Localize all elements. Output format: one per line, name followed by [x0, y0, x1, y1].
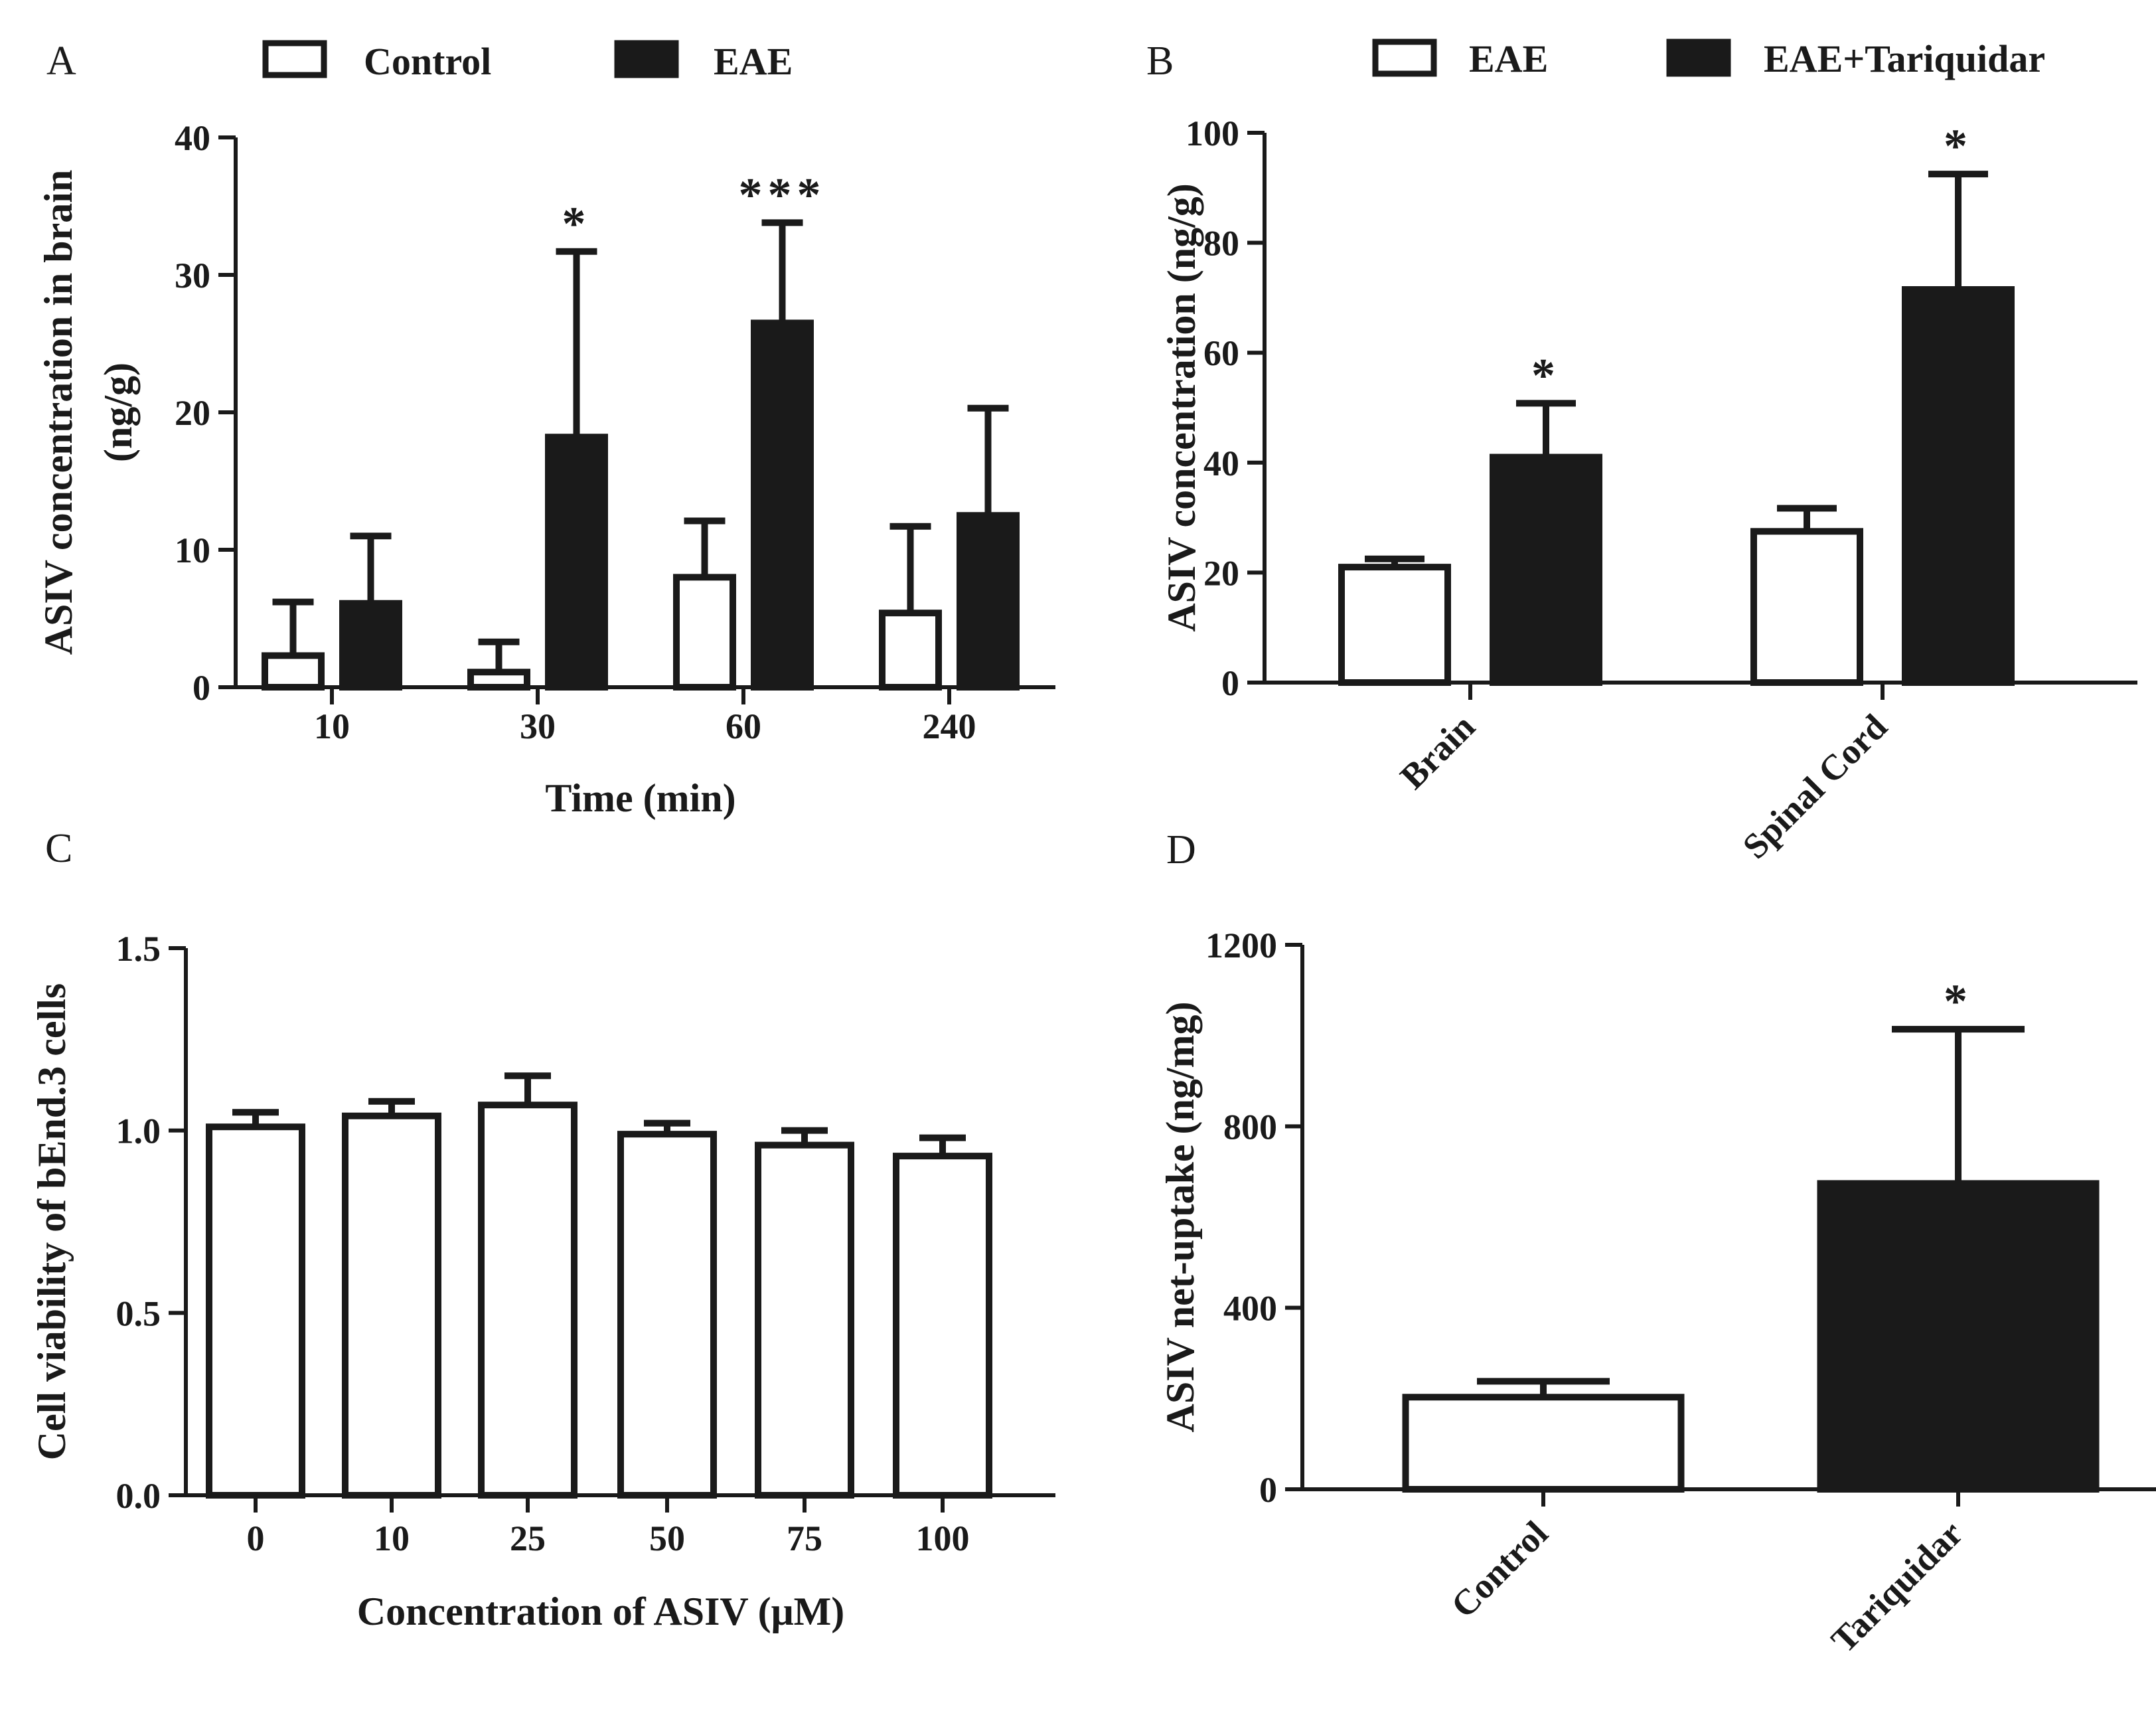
panel-a: A Control EAE 0 10 20 30 40 ASIV concentration i…	[37, 39, 1055, 820]
y-tick-label: 0	[1221, 663, 1239, 703]
bar	[879, 610, 942, 691]
significance-marker: ***	[739, 168, 826, 221]
bar	[262, 652, 325, 691]
bar	[1902, 286, 2015, 687]
bar	[206, 1123, 305, 1499]
bar	[1817, 1180, 2100, 1493]
y-tick-label: 0.5	[116, 1293, 161, 1333]
y-axis-title: ASIV concentration in brain	[37, 170, 80, 655]
y-tick-label: 400	[1223, 1289, 1277, 1329]
legend-swatch	[262, 40, 327, 78]
bar	[545, 434, 608, 691]
legend-swatch	[1372, 39, 1437, 77]
x-tick-label: 10	[314, 706, 350, 746]
y-tick-label: 0	[1259, 1470, 1277, 1510]
y-tick-label: 0	[193, 668, 210, 708]
y-tick-label: 1.5	[116, 929, 161, 969]
x-axis-title: Concentration of ASIV (μM)	[357, 1590, 845, 1633]
legend-label: Control	[364, 40, 491, 83]
bar	[673, 574, 736, 691]
x-tick-label: 25	[510, 1518, 546, 1558]
significance-marker: *	[562, 197, 591, 250]
bar	[755, 1141, 854, 1499]
y-tick-label: 20	[175, 393, 210, 433]
panel-letter: A	[46, 39, 76, 84]
bar	[1338, 564, 1451, 686]
bar	[339, 600, 402, 691]
bar	[1402, 1394, 1685, 1493]
x-tick-label: 100	[916, 1518, 970, 1558]
y-tick-label: 0.0	[116, 1476, 161, 1516]
y-axis-title: ASIV concentration (ng/g)	[1160, 183, 1203, 632]
significance-marker: *	[1944, 120, 1973, 173]
panel-letter: D	[1166, 827, 1196, 872]
bar	[1490, 453, 1602, 687]
y-tick-label: 100	[1186, 114, 1239, 153]
x-tick-label: 10	[374, 1518, 410, 1558]
y-tick-label: 60	[1203, 333, 1239, 373]
y-tick-label: 1.0	[116, 1111, 161, 1151]
y-axis-title: (ng/g)	[96, 363, 140, 462]
panel-letter: B	[1146, 39, 1174, 84]
y-tick-label: 800	[1223, 1107, 1277, 1147]
legend-swatch	[1666, 39, 1731, 77]
x-tick-label: 0	[247, 1518, 265, 1558]
x-tick-label: 30	[520, 706, 556, 746]
x-tick-label: Spinal Cord	[1735, 706, 1895, 866]
bar	[751, 319, 814, 691]
panel-letter: C	[45, 826, 72, 871]
legend-swatch	[614, 40, 679, 78]
y-tick-label: 30	[175, 256, 210, 295]
bar	[1750, 528, 1863, 686]
bar	[617, 1131, 717, 1499]
x-tick-label: Tariquidar	[1823, 1513, 1970, 1660]
x-tick-label: 60	[726, 706, 761, 746]
panel-c: C 0.0 0.5 1.0 1.5 Cell viability of bEnd.3 ce…	[30, 826, 1055, 1633]
x-tick-label: Brain	[1393, 706, 1483, 797]
x-tick-label: 50	[649, 1518, 685, 1558]
x-tick-label: 75	[787, 1518, 822, 1558]
legend-label: EAE	[714, 40, 793, 83]
x-tick-label: Control	[1443, 1513, 1555, 1625]
bar	[342, 1112, 441, 1499]
y-tick-label: 10	[175, 531, 210, 570]
significance-marker: *	[1944, 975, 1973, 1028]
y-tick-label: 40	[175, 118, 210, 158]
bar	[893, 1153, 992, 1499]
bar	[467, 669, 530, 691]
legend-label: EAE+Tariquidar	[1764, 37, 2045, 80]
bar	[478, 1102, 578, 1499]
significance-marker: *	[1531, 349, 1561, 402]
y-axis-title: Cell viability of bEnd.3 cells	[30, 983, 74, 1460]
legend-label: EAE	[1469, 37, 1548, 80]
y-axis-title: ASIV net-uptake (ng/mg)	[1158, 1002, 1202, 1433]
y-tick-label: 80	[1203, 224, 1239, 264]
y-tick-label: 1200	[1205, 926, 1277, 965]
bar	[957, 512, 1020, 691]
y-tick-label: 40	[1203, 444, 1239, 483]
x-axis-title: Time (min)	[545, 776, 735, 820]
x-tick-label: 240	[923, 706, 976, 746]
panel-b: B EAE EAE+Tariquidar 0 20 40 60 80 100 ASIV conce…	[1146, 37, 2137, 866]
y-tick-label: 20	[1203, 553, 1239, 593]
